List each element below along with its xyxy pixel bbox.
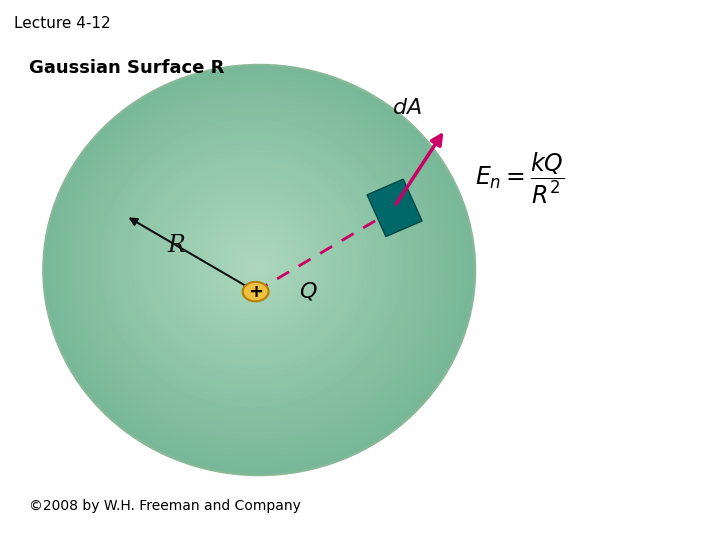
Ellipse shape [199,213,307,315]
Ellipse shape [240,252,273,283]
Text: $E_n = \dfrac{kQ}{R^2}$: $E_n = \dfrac{kQ}{R^2}$ [475,150,564,206]
Ellipse shape [86,105,420,423]
Ellipse shape [170,185,332,339]
Ellipse shape [222,235,287,296]
Ellipse shape [153,170,348,354]
Ellipse shape [181,196,322,329]
Ellipse shape [81,100,426,429]
Polygon shape [367,179,422,237]
Circle shape [243,282,269,301]
Ellipse shape [121,139,380,386]
Ellipse shape [96,115,409,413]
Ellipse shape [142,159,359,364]
Ellipse shape [210,224,297,306]
Ellipse shape [164,180,337,345]
Ellipse shape [158,175,342,349]
Ellipse shape [53,73,463,463]
Ellipse shape [116,134,386,390]
Ellipse shape [57,78,456,457]
Ellipse shape [126,144,374,380]
Text: +: + [248,282,263,301]
Ellipse shape [204,218,302,310]
Ellipse shape [137,154,364,370]
Ellipse shape [48,69,469,469]
Ellipse shape [101,119,403,407]
Ellipse shape [253,264,264,274]
Ellipse shape [193,207,312,320]
Ellipse shape [76,96,432,435]
Ellipse shape [186,201,317,325]
Ellipse shape [106,124,397,401]
Text: Lecture 4-12: Lecture 4-12 [14,16,111,31]
Ellipse shape [132,149,369,375]
Text: Gaussian Surface R: Gaussian Surface R [29,59,224,77]
Text: R: R [168,234,185,257]
Text: $Q$: $Q$ [299,281,318,302]
Ellipse shape [43,65,475,475]
Ellipse shape [61,83,451,452]
Ellipse shape [235,247,278,288]
Ellipse shape [111,129,392,396]
Ellipse shape [66,87,444,446]
Text: $dA$: $dA$ [392,97,422,119]
Ellipse shape [71,91,438,440]
Ellipse shape [148,165,353,360]
Ellipse shape [247,258,269,279]
Ellipse shape [176,191,327,334]
Ellipse shape [216,230,292,301]
Ellipse shape [228,241,282,292]
Text: ©2008 by W.H. Freeman and Company: ©2008 by W.H. Freeman and Company [29,499,301,513]
Ellipse shape [91,110,415,418]
